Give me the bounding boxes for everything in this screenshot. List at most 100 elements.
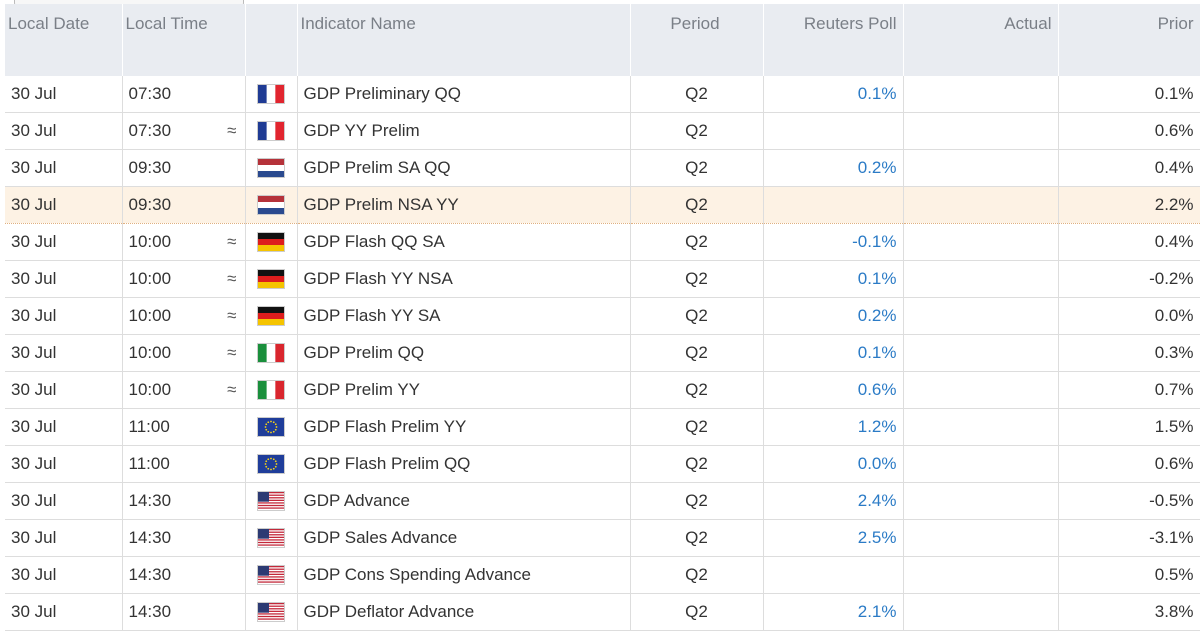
- time-text: 07:30: [128, 84, 172, 103]
- time-text: 14:30: [128, 528, 172, 547]
- prior-cell: 2.2%: [1058, 186, 1200, 224]
- indicator-cell: GDP Advance: [297, 482, 631, 520]
- poll-cell: 1.2%: [763, 408, 904, 446]
- time-cell: 10:00 ≈: [122, 260, 246, 298]
- prior-cell: 0.6%: [1058, 112, 1200, 150]
- actual-cell: [903, 186, 1059, 224]
- header-cell: Prior: [1058, 4, 1200, 76]
- actual-cell: [903, 149, 1059, 187]
- header-cell: Actual: [903, 4, 1059, 76]
- actual-cell: [903, 593, 1059, 631]
- time-cell: 11:00: [122, 408, 246, 446]
- table-row: 30 Jul 14:30 GDP Deflator Advance Q2 2.1% 3.8…: [5, 593, 1200, 631]
- table-body: 30 Jul 07:30 GDP Preliminary QQ Q2 0.1% 0.1% 3…: [5, 76, 1200, 631]
- prior-cell: -3.1%: [1058, 519, 1200, 557]
- table-row: 30 Jul 10:00 ≈ GDP Flash QQ SA Q2 -0.1% 0.4%: [5, 223, 1200, 261]
- time-text: 09:30: [128, 158, 172, 177]
- time-cell: 14:30: [122, 519, 246, 557]
- period-cell: Q2: [630, 482, 764, 520]
- country-flag: [252, 528, 291, 548]
- header-cell: Local Time: [122, 4, 246, 76]
- prior-cell: 0.7%: [1058, 371, 1200, 409]
- indicator-cell: GDP Prelim QQ: [297, 334, 631, 372]
- country-flag: [252, 602, 291, 622]
- time-text: 10:00: [128, 306, 172, 325]
- actual-cell: [903, 519, 1059, 557]
- actual-cell: [903, 445, 1059, 483]
- flag-cell: [245, 149, 298, 187]
- date-cell: 30 Jul: [5, 149, 123, 187]
- period-cell: Q2: [630, 408, 764, 446]
- flag-cell: [245, 593, 298, 631]
- actual-cell: [903, 223, 1059, 261]
- time-text: 11:00: [128, 417, 170, 436]
- actual-cell: [903, 556, 1059, 594]
- poll-cell: [763, 556, 904, 594]
- time-text: 14:30: [128, 491, 172, 510]
- flag-cell: [245, 519, 298, 557]
- header-cell: Indicator Name: [297, 4, 631, 76]
- poll-cell: 0.2%: [763, 297, 904, 335]
- approx-mark: ≈: [227, 343, 237, 362]
- poll-cell: 0.1%: [763, 76, 904, 113]
- poll-cell: 0.1%: [763, 260, 904, 298]
- country-flag: [252, 232, 291, 252]
- actual-cell: [903, 260, 1059, 298]
- poll-cell: 2.4%: [763, 482, 904, 520]
- table-row: 30 Jul 14:30 GDP Cons Spending Advance Q2 0.…: [5, 556, 1200, 594]
- actual-cell: [903, 371, 1059, 409]
- date-cell: 30 Jul: [5, 76, 123, 113]
- actual-cell: [903, 112, 1059, 150]
- prior-cell: -0.5%: [1058, 482, 1200, 520]
- indicator-cell: GDP Flash Prelim QQ: [297, 445, 631, 483]
- indicator-cell: GDP YY Prelim: [297, 112, 631, 150]
- period-cell: Q2: [630, 593, 764, 631]
- poll-cell: [763, 186, 904, 224]
- date-cell: 30 Jul: [5, 334, 123, 372]
- prior-cell: 3.8%: [1058, 593, 1200, 631]
- period-cell: Q2: [630, 556, 764, 594]
- approx-mark: ≈: [227, 306, 237, 325]
- prior-cell: 0.4%: [1058, 223, 1200, 261]
- date-cell: 30 Jul: [5, 260, 123, 298]
- indicator-cell: GDP Flash YY NSA: [297, 260, 631, 298]
- header-cell: Reuters Poll: [763, 4, 904, 76]
- calendar-table: Local Date Local Time Indicator Name Period…: [5, 4, 1200, 631]
- time-text: 10:00: [128, 269, 172, 288]
- time-cell: 07:30 ≈: [122, 112, 246, 150]
- approx-mark: ≈: [227, 380, 237, 399]
- prior-cell: 0.5%: [1058, 556, 1200, 594]
- actual-cell: [903, 408, 1059, 446]
- time-cell: 14:30: [122, 593, 246, 631]
- indicator-cell: GDP Cons Spending Advance: [297, 556, 631, 594]
- time-cell: 14:30: [122, 482, 246, 520]
- country-flag: [252, 417, 291, 437]
- time-text: 10:00: [128, 232, 172, 251]
- indicator-cell: GDP Flash QQ SA: [297, 223, 631, 261]
- prior-cell: 0.4%: [1058, 149, 1200, 187]
- indicator-cell: GDP Prelim NSA YY: [297, 186, 631, 224]
- table-row: 30 Jul 11:00 GDP Flash Prelim QQ Q2 0.0% 0.6%: [5, 445, 1200, 483]
- table-row: 30 Jul 14:30 GDP Advance Q2 2.4% -0.5%: [5, 482, 1200, 520]
- approx-mark: ≈: [227, 269, 237, 288]
- poll-cell: 0.0%: [763, 445, 904, 483]
- prior-cell: -0.2%: [1058, 260, 1200, 298]
- date-cell: 30 Jul: [5, 186, 123, 224]
- table-row: 30 Jul 10:00 ≈ GDP Prelim YY Q2 0.6% 0.7%: [5, 371, 1200, 409]
- flag-cell: [245, 186, 298, 224]
- time-text: 10:00: [128, 343, 172, 362]
- flag-cell: [245, 371, 298, 409]
- date-cell: 30 Jul: [5, 371, 123, 409]
- time-cell: 10:00 ≈: [122, 223, 246, 261]
- date-cell: 30 Jul: [5, 593, 123, 631]
- approx-mark: ≈: [227, 121, 237, 140]
- actual-cell: [903, 297, 1059, 335]
- time-cell: 07:30: [122, 76, 246, 113]
- country-flag: [252, 84, 291, 104]
- date-cell: 30 Jul: [5, 519, 123, 557]
- time-cell: 09:30: [122, 186, 246, 224]
- poll-cell: [763, 112, 904, 150]
- table-row: 30 Jul 07:30 ≈ GDP YY Prelim Q2 0.6%: [5, 112, 1200, 150]
- time-text: 10:00: [128, 380, 172, 399]
